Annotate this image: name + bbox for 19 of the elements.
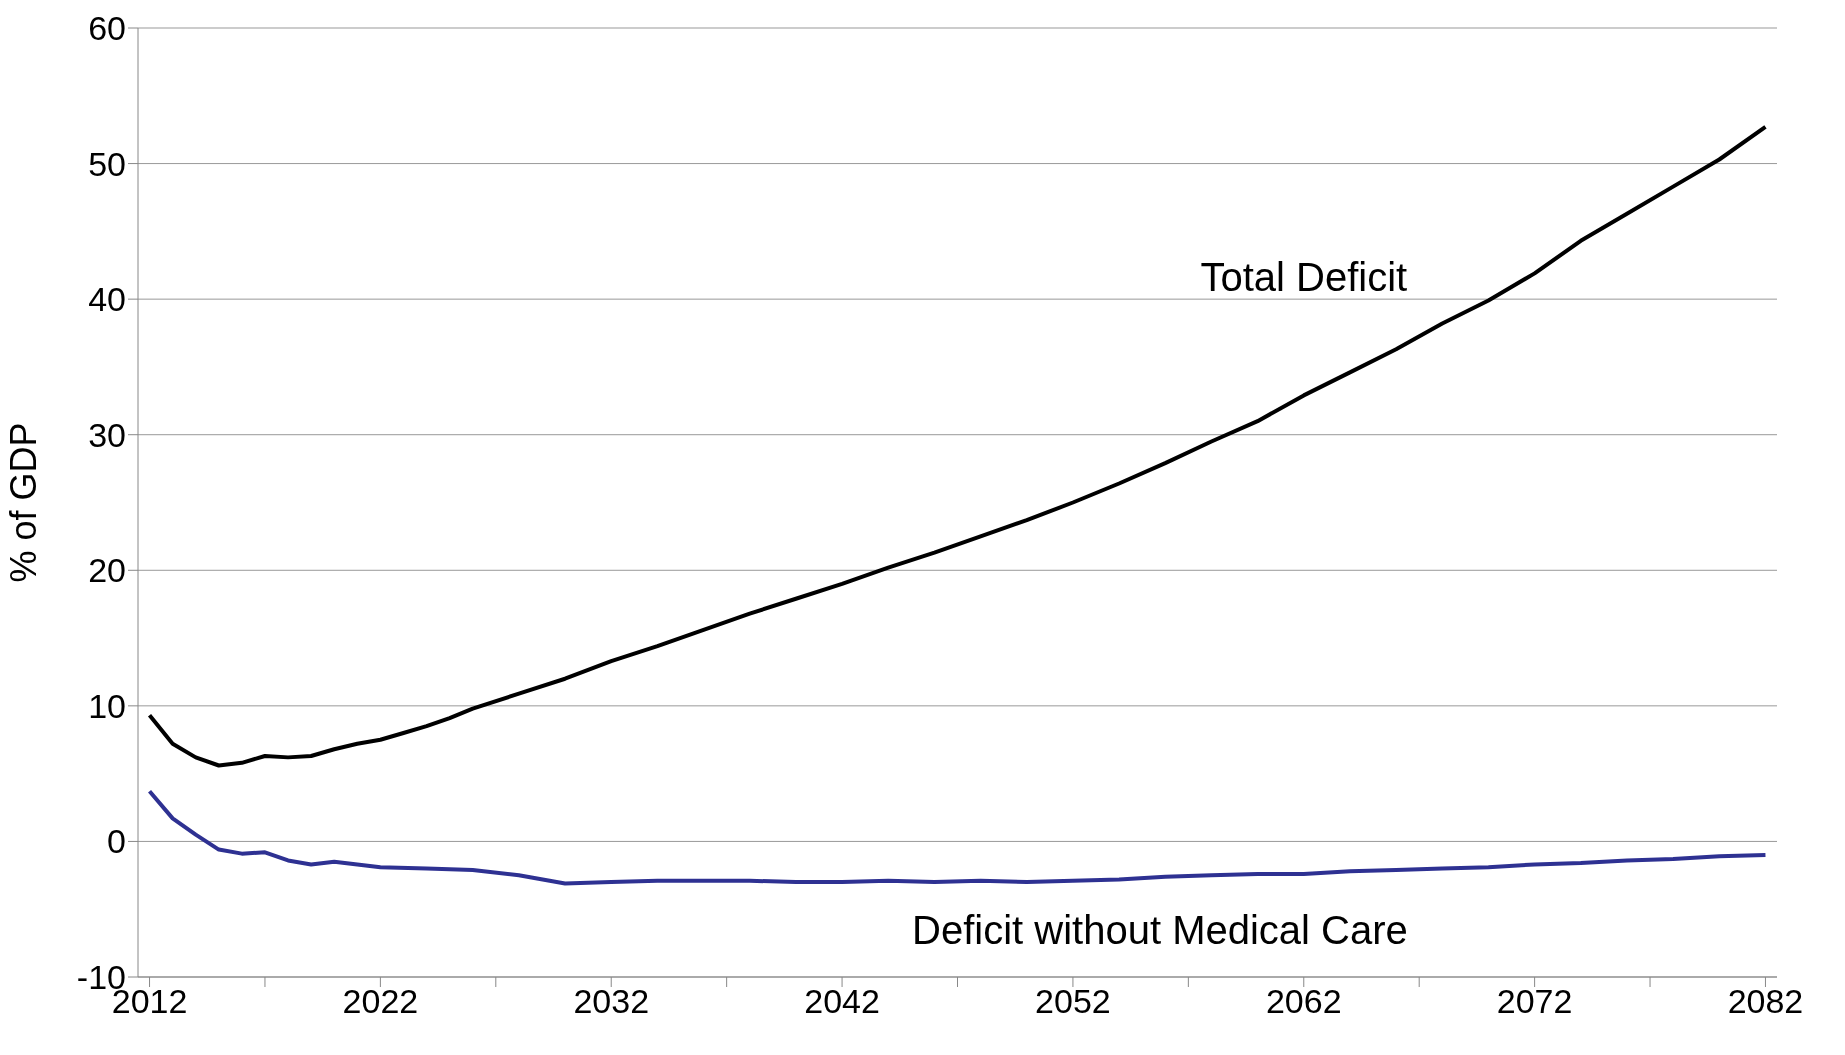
y-tick-label: 0 [107, 822, 126, 861]
x-tick-label: 2082 [1727, 982, 1804, 1021]
x-tick-label: 2042 [804, 982, 880, 1021]
line-series [147, 789, 1768, 886]
y-tick-label: 50 [88, 144, 126, 183]
y-tick-label: 30 [88, 415, 126, 454]
series-label: Deficit without Medical Care [912, 907, 1408, 952]
line-series [147, 124, 1768, 768]
x-tick-label: 2052 [1035, 982, 1111, 1021]
y-tick-label: 10 [88, 686, 126, 725]
y-tick-label: 60 [88, 9, 126, 48]
x-tick-label: 2022 [342, 982, 419, 1021]
x-tick-label: 2072 [1496, 982, 1573, 1021]
series-label: Total Deficit [1200, 254, 1408, 299]
x-tick-label: 2032 [573, 982, 650, 1021]
x-tick-label: 2062 [1265, 982, 1342, 1021]
y-axis-title: % of GDP [2, 422, 44, 583]
y-tick-label: 40 [88, 280, 126, 319]
y-tick-label: 20 [88, 551, 126, 590]
